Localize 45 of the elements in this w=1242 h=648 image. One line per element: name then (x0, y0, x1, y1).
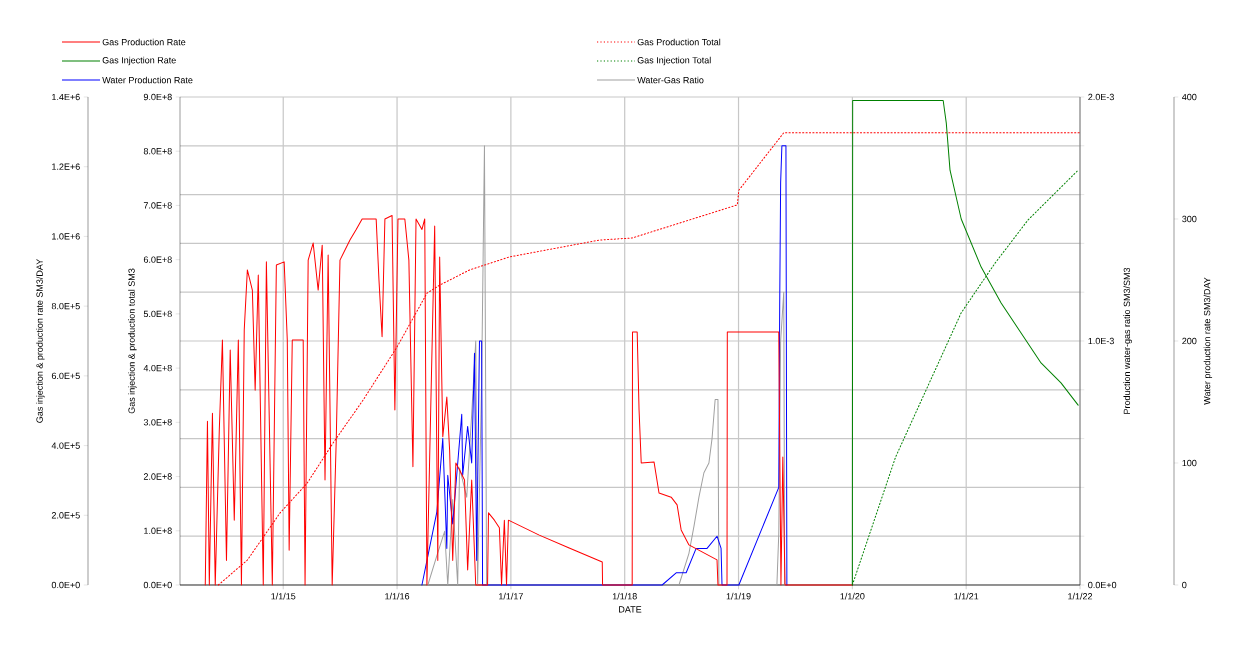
y-tick-label: 0.0E+0 (1088, 581, 1117, 589)
y-tick-label: 4.0E+5 (51, 442, 80, 449)
y2-tick-label: 3.0E+8 (143, 419, 172, 426)
y-tick-label: 1.0E-3 (1088, 337, 1114, 345)
legend-label: Water Production Rate (102, 76, 193, 84)
y-tick-label: 2.0E+5 (51, 512, 80, 519)
legend-label: Water-Gas Ratio (637, 76, 704, 84)
y2-tick-label: 2.0E+8 (143, 473, 172, 480)
y2-tick-label: 400 (1182, 93, 1197, 101)
legend-label: Gas Injection Total (637, 56, 711, 66)
x-tick-label: 1/1/15 (271, 592, 296, 600)
y2-tick-label: 4.0E+8 (143, 364, 172, 372)
legend-label: Gas Injection Rate (102, 56, 176, 66)
y2-tick-label: 1.0E+8 (144, 527, 172, 534)
x-tick-label: 1/1/20 (840, 592, 865, 600)
y2-tick-label: 7.0E+8 (143, 202, 172, 209)
x-axis-title: DATE (619, 606, 642, 613)
y-tick-label: 1.4E+6 (52, 93, 80, 101)
y2-tick-label: 6.0E+8 (143, 256, 172, 263)
y-tick-label: 8.0E+5 (51, 302, 80, 310)
y2-axis-title: Water production rate SM3/DAY (1203, 277, 1213, 405)
y2-tick-label: 5.0E+8 (143, 310, 172, 318)
y2-axis-title: Gas injection & production total SM3 (128, 268, 137, 414)
y2-tick-label: 100 (1182, 459, 1197, 467)
legend-label: Gas Production Rate (102, 38, 186, 46)
legend-label: Gas Production Total (637, 38, 721, 46)
y2-tick-label: 9.0E+8 (143, 93, 172, 101)
y-axis-title: Gas injection & production rate SM3/DAY (36, 259, 45, 423)
x-tick-label: 1/1/21 (954, 592, 979, 600)
y-tick-label: 1.0E+6 (52, 233, 80, 240)
y-tick-label: 2.0E-3 (1088, 93, 1114, 101)
y2-tick-label: 300 (1182, 215, 1197, 223)
x-tick-label: 1/1/16 (385, 592, 410, 600)
y2-tick-label: 8.0E+8 (143, 148, 172, 155)
x-tick-label: 1/1/17 (499, 592, 523, 600)
y2-tick-label: 0 (1182, 581, 1187, 589)
y2-tick-label: 0.0E+0 (143, 581, 172, 589)
x-tick-label: 1/1/19 (726, 592, 751, 600)
y-tick-label: 0.0E+0 (51, 581, 80, 589)
y-tick-label: 6.0E+5 (51, 372, 80, 380)
y2-tick-label: 200 (1182, 337, 1197, 345)
y-axis-title: Production water-gas ratio SM3/SM3 (1123, 267, 1132, 414)
y-tick-label: 1.2E+6 (52, 163, 80, 170)
x-tick-label: 1/1/18 (612, 592, 637, 600)
x-tick-label: 1/1/22 (1068, 592, 1093, 600)
